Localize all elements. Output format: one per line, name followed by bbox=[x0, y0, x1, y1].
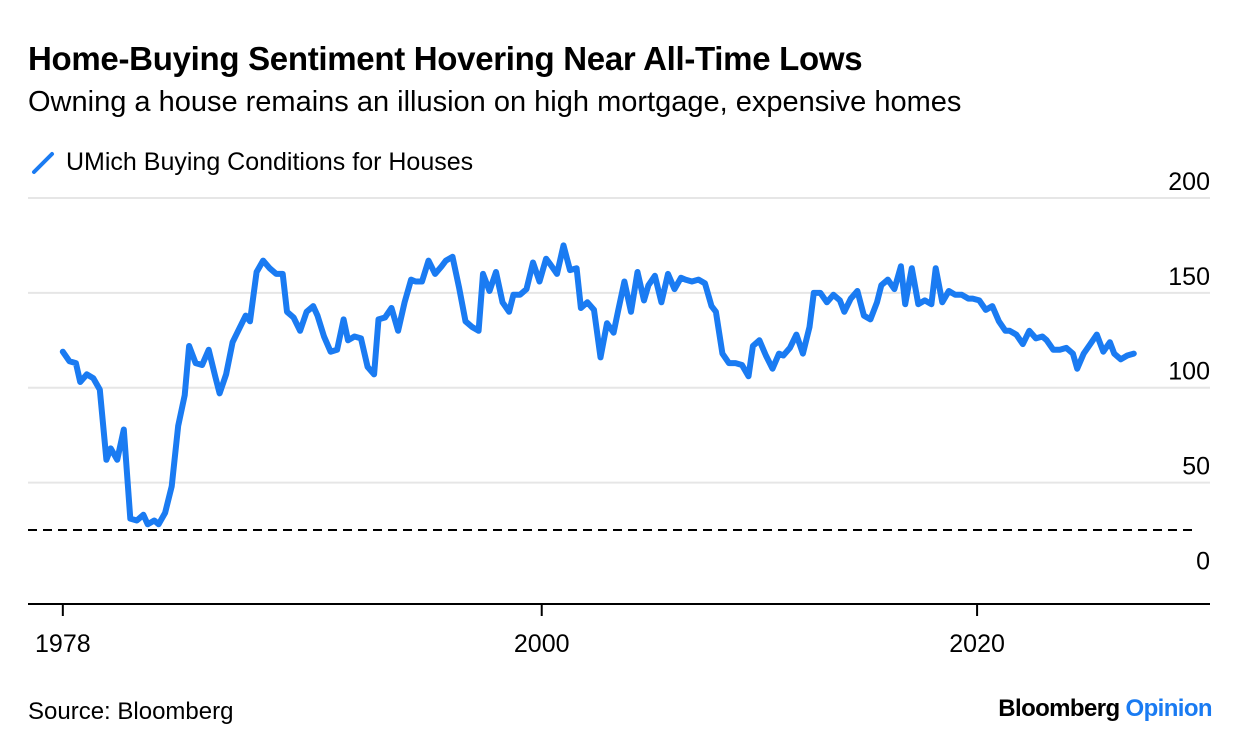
brand-secondary: Opinion bbox=[1125, 695, 1213, 722]
chart-subtitle: Owning a house remains an illusion on hi… bbox=[28, 86, 962, 118]
series-line bbox=[59, 242, 1137, 528]
x-tick-label: 1978 bbox=[35, 630, 91, 658]
source-note: Source: Bloomberg bbox=[28, 698, 234, 725]
brand-primary: Bloomberg bbox=[998, 695, 1120, 722]
legend-label: UMich Buying Conditions for Houses bbox=[66, 148, 474, 176]
y-tick-labels: 0 50 100 150 200 bbox=[1168, 168, 1210, 575]
brand-logo: Bloomberg Opinion bbox=[998, 695, 1212, 723]
y-tick-label: 50 bbox=[1182, 453, 1210, 481]
y-tick-label: 0 bbox=[1196, 547, 1210, 575]
x-ticks bbox=[61, 604, 979, 616]
y-tick-label: 200 bbox=[1168, 168, 1210, 196]
x-tick-label: 2020 bbox=[949, 630, 1005, 658]
chart-title: Home-Buying Sentiment Hovering Near All-… bbox=[28, 40, 863, 77]
x-tick-label: 2000 bbox=[514, 630, 570, 658]
y-tick-label: 150 bbox=[1168, 263, 1210, 291]
y-tick-label: 100 bbox=[1168, 358, 1210, 386]
grid-lines bbox=[28, 197, 1210, 484]
diagonal-line-icon bbox=[30, 150, 56, 176]
legend: UMich Buying Conditions for Houses bbox=[30, 148, 473, 177]
x-tick-labels: 1978 2000 2020 bbox=[35, 630, 1005, 658]
